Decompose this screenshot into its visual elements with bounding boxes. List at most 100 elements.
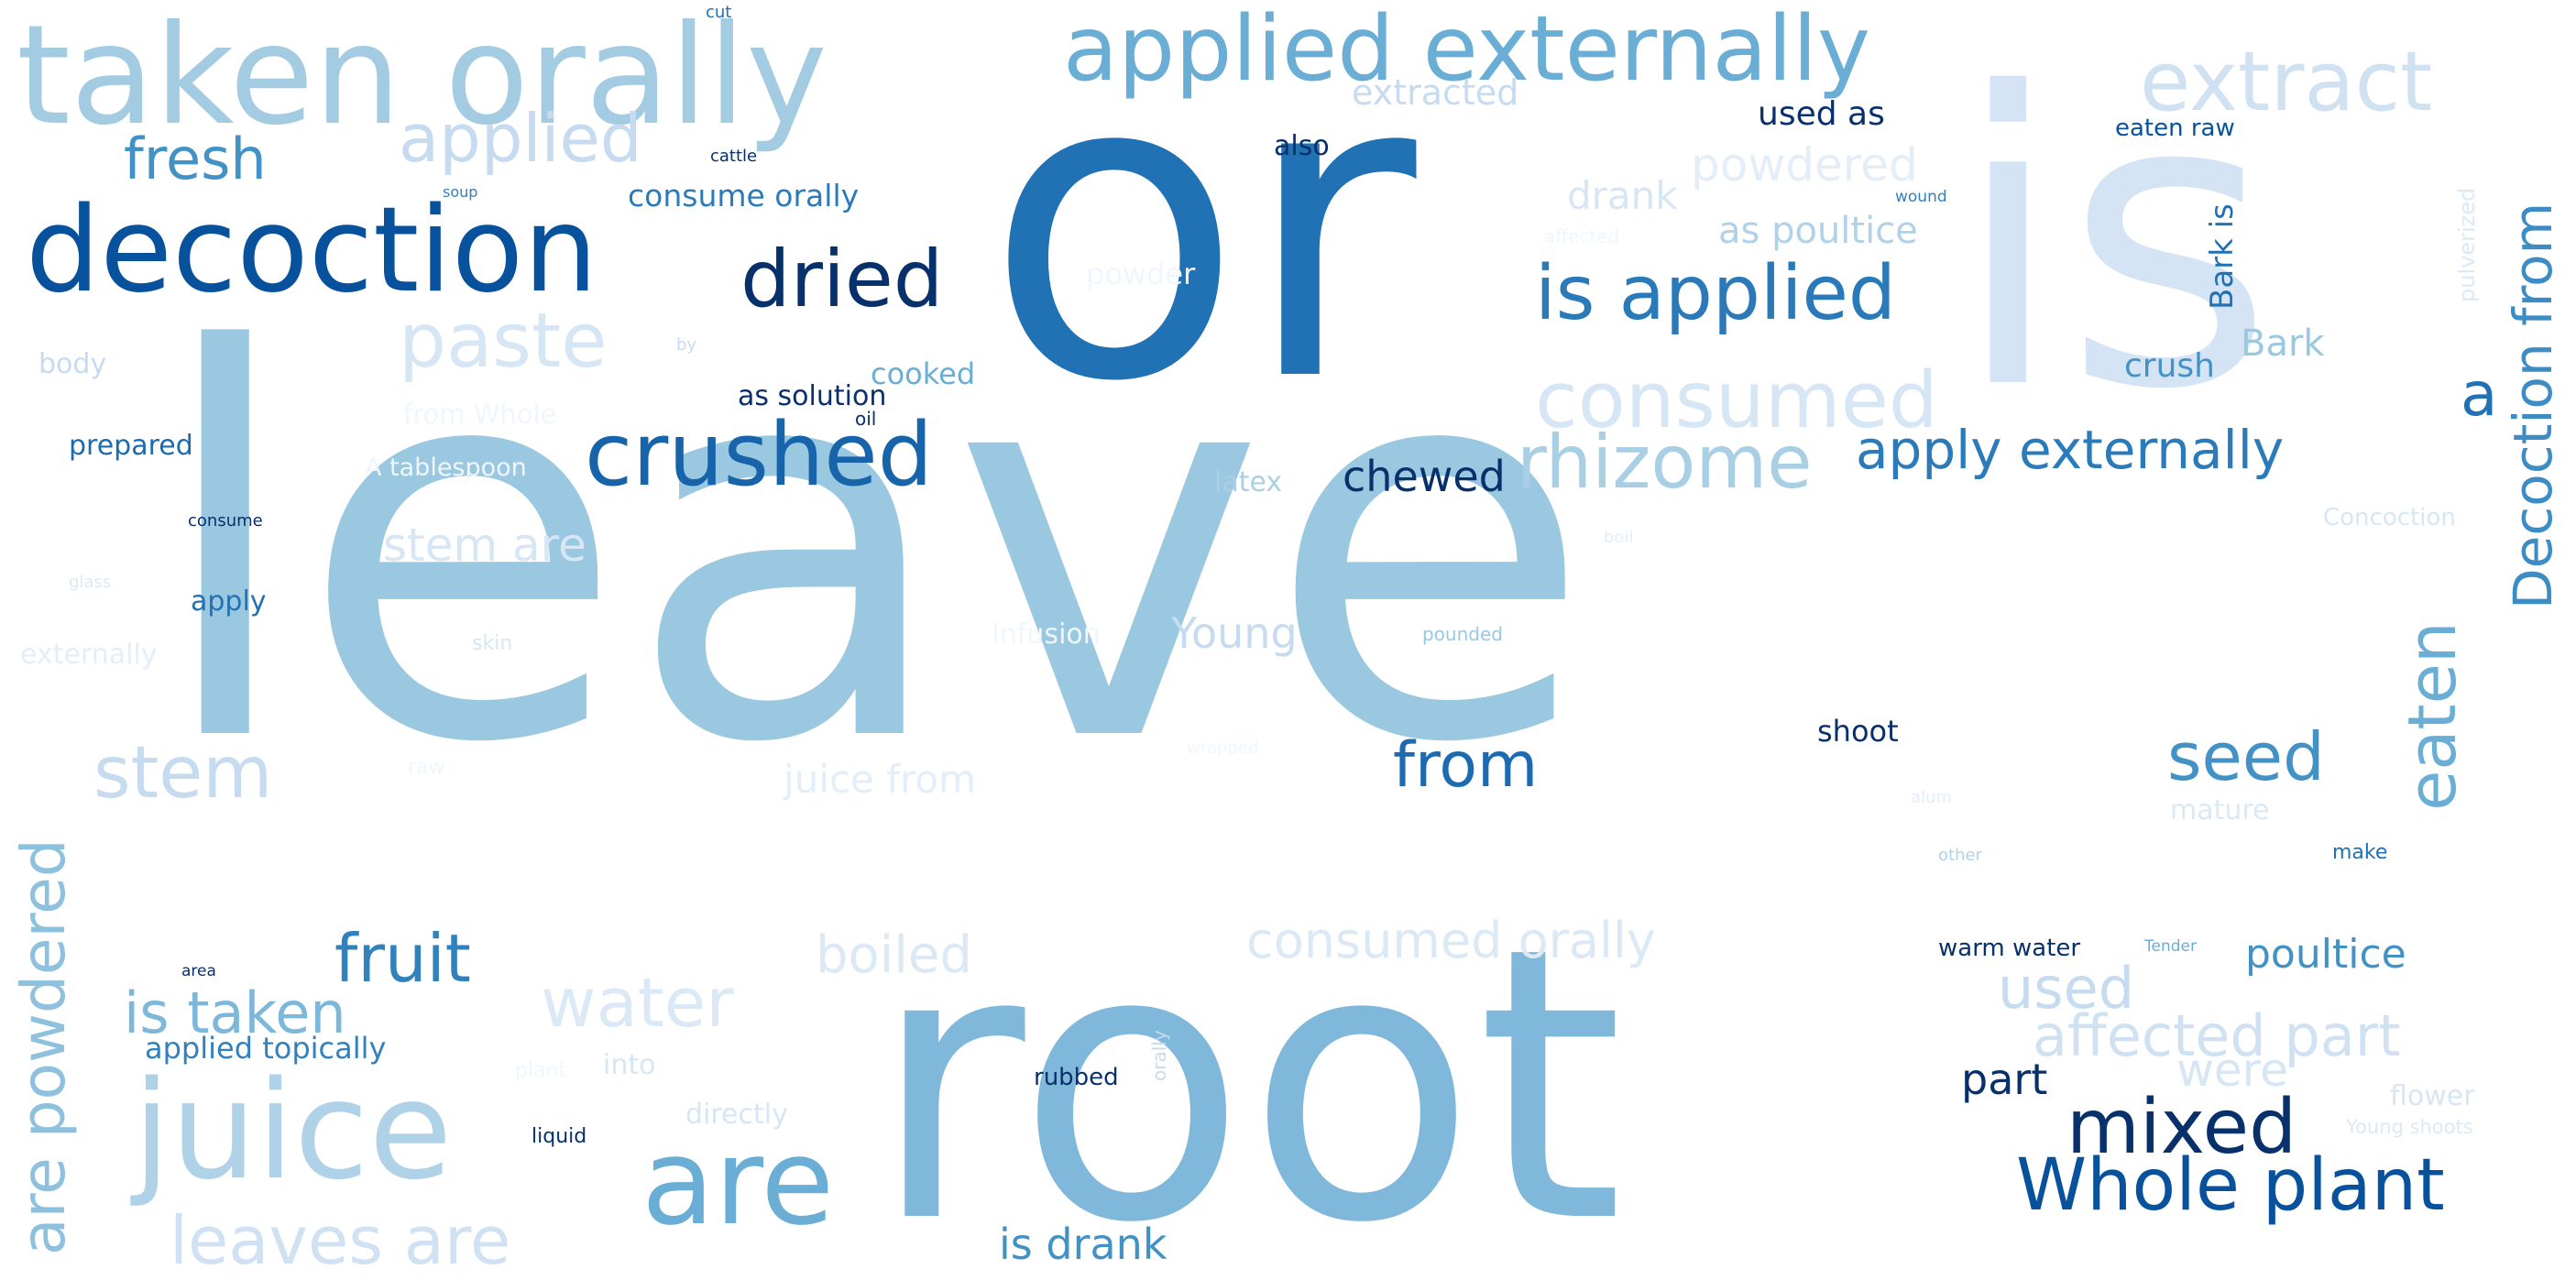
word-crushed: crushed xyxy=(585,405,933,506)
word-rhizome: rhizome xyxy=(1517,420,1813,505)
word-taken-orally: taken orally xyxy=(16,0,828,156)
word-chewed: chewed xyxy=(1343,452,1506,501)
word-pulverized: pulverized xyxy=(2454,187,2480,302)
word-leave: leave xyxy=(151,240,1594,859)
word-drank: drank xyxy=(1567,173,1678,218)
word-are-powdered: are powdered xyxy=(8,838,79,1255)
word-alum: alum xyxy=(1911,788,1952,807)
word-leaves-are: leaves are xyxy=(170,1202,511,1279)
word-latex: latex xyxy=(1214,466,1283,498)
word-apply-externally: apply externally xyxy=(1856,419,2285,481)
word-oil: oil xyxy=(855,408,877,430)
word-apply: apply xyxy=(191,585,267,618)
word-part: part xyxy=(1961,1055,2048,1104)
word-from-whole: from Whole xyxy=(403,399,557,430)
word-crush: crush xyxy=(2124,347,2215,385)
word-were: were xyxy=(2176,1044,2288,1097)
word-other: other xyxy=(1938,846,1982,865)
word-used: used xyxy=(1998,955,2135,1022)
word-seed: seed xyxy=(2167,718,2325,795)
word-raw: raw xyxy=(408,756,445,779)
word-or: or xyxy=(985,0,1417,474)
word-cooked: cooked xyxy=(871,356,976,391)
word-juice: juice xyxy=(133,1052,453,1209)
word-whole-plant: Whole plant xyxy=(2016,1144,2445,1227)
word-consumed-orally: consumed orally xyxy=(1246,912,1656,969)
word-are: are xyxy=(641,1112,835,1252)
word-eaten: eaten xyxy=(2394,621,2471,811)
word-applied: applied xyxy=(399,100,642,177)
word-powder: powder xyxy=(1086,257,1196,291)
word-is-drank: is drank xyxy=(999,1220,1167,1269)
word-flower: flower xyxy=(2390,1080,2475,1112)
word-plant: plant xyxy=(515,1059,567,1082)
word-as-solution: as solution xyxy=(738,380,887,412)
word-affected: affected xyxy=(1544,225,1620,247)
word-skin: skin xyxy=(472,632,513,655)
word-make: make xyxy=(2332,841,2388,864)
word-bark: Bark xyxy=(2241,323,2325,365)
word-decoction: decoction xyxy=(26,182,598,319)
word-bark-is: Bark is xyxy=(2204,203,2241,310)
word-young: Young xyxy=(1171,608,1298,658)
word-affected-part: affected part xyxy=(2033,1002,2401,1069)
word-used-as: used as xyxy=(1758,95,1885,133)
word-soup: soup xyxy=(443,183,478,201)
word-eaten-raw: eaten raw xyxy=(2115,115,2235,142)
word-is-taken: is taken xyxy=(124,979,346,1046)
word-extracted: extracted xyxy=(1352,72,1519,113)
word-shoot: shoot xyxy=(1817,714,1899,749)
word-consumed: consumed xyxy=(1535,356,1938,446)
word-applied-topically: applied topically xyxy=(145,1031,387,1066)
word-water: water xyxy=(541,964,734,1043)
word-root: root xyxy=(871,867,1625,1280)
word-wound: wound xyxy=(1895,188,1947,206)
word-young-shoots: Young shoots xyxy=(2346,1116,2473,1138)
word-poultice: poultice xyxy=(2245,931,2406,978)
word-orally: orally xyxy=(1148,1030,1170,1081)
word-fresh: fresh xyxy=(124,126,267,192)
word-liquid: liquid xyxy=(532,1125,587,1148)
word-juice-from: juice from xyxy=(784,757,976,802)
word-tender: Tender xyxy=(2144,937,2197,956)
word-mature: mature xyxy=(2170,794,2270,826)
word-extract: extract xyxy=(2140,34,2433,130)
word-a: a xyxy=(2461,359,2498,430)
word-cut: cut xyxy=(706,3,732,22)
word-stem: stem xyxy=(93,732,273,815)
word-is: is xyxy=(1952,8,2275,477)
word-by: by xyxy=(676,335,697,355)
word-infusion: Infusion xyxy=(992,618,1101,651)
word-body: body xyxy=(38,348,107,380)
word-decoction-from-v: Decoction from xyxy=(2502,202,2564,609)
word-boiled: boiled xyxy=(816,925,972,985)
word-directly: directly xyxy=(685,1099,788,1131)
word-mixed: mixed xyxy=(2066,1084,2297,1171)
word-is-applied: is applied xyxy=(1535,250,1896,337)
word-consume: consume xyxy=(188,511,263,531)
word-as-poultice: as poultice xyxy=(1718,210,1918,252)
word-consume-orally: consume orally xyxy=(628,178,860,213)
word-into: into xyxy=(603,1049,656,1081)
word-powdered: powdered xyxy=(1691,138,1918,191)
word-warm-water: warm water xyxy=(1938,935,2081,962)
word-paste: paste xyxy=(399,298,608,385)
word-fruit: fruit xyxy=(334,920,471,997)
word-dried: dried xyxy=(740,234,944,325)
word-wrapped: wrapped xyxy=(1187,738,1259,758)
word-cattle: cattle xyxy=(710,147,758,166)
word-rubbed: rubbed xyxy=(1034,1064,1119,1091)
word-prepared: prepared xyxy=(69,430,193,462)
word-from: from xyxy=(1393,729,1539,802)
word-boil: boil xyxy=(1604,528,1634,547)
word-area: area xyxy=(181,962,216,980)
word-pounded: pounded xyxy=(1422,623,1503,645)
word-glass: glass xyxy=(69,573,112,592)
word-concoction: Concoction xyxy=(2323,504,2456,531)
word-externally: externally xyxy=(20,639,158,671)
word-also: also xyxy=(1274,130,1330,162)
word-a-tablespoon: A tablespoon xyxy=(365,454,527,482)
word-applied-externally: applied externally xyxy=(1063,0,1871,102)
word-stem-are: stem are xyxy=(383,519,586,572)
